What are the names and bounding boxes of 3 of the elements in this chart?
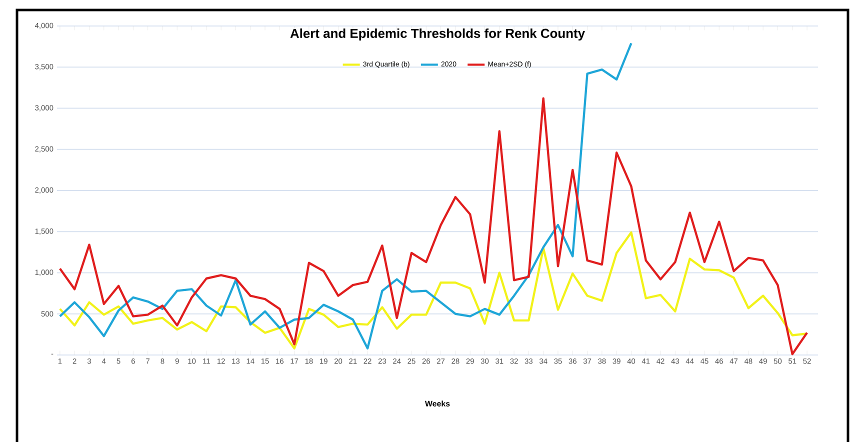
line-series <box>58 231 808 350</box>
line-series <box>58 97 808 356</box>
chart-title: Alert and Epidemic Thresholds for Renk County <box>290 28 585 41</box>
